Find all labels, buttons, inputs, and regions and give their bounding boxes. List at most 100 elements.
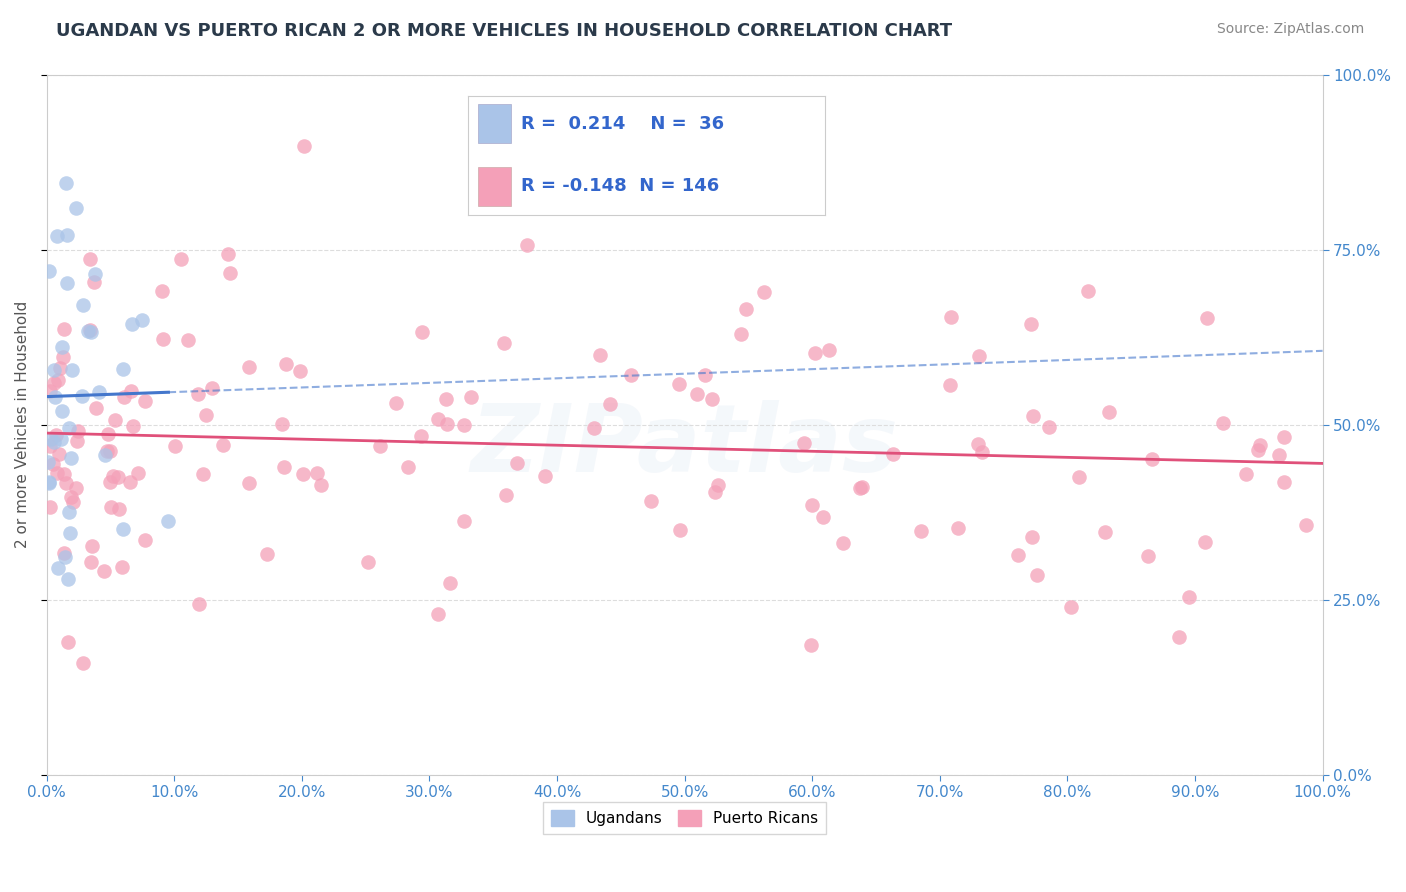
Point [256,547,278,561]
Point [1212,416,1234,430]
Point [1268,448,1291,462]
Point [707,477,730,491]
Point [60,490,83,504]
Point [274,357,297,371]
Point [39,439,62,453]
Point [288,364,311,378]
Point [188,598,211,612]
Point [120,384,142,398]
Point [112,390,135,404]
Point [270,417,292,432]
Point [134,394,156,409]
Point [112,362,135,376]
Point [851,480,873,494]
Point [39,500,62,514]
Point [1038,420,1060,434]
Point [72,656,94,670]
Point [49,361,72,376]
Point [107,469,129,483]
Point [1067,470,1090,484]
Point [217,247,239,261]
Point [80,325,103,339]
Point [434,392,457,407]
Point [970,445,993,459]
Point [108,502,131,516]
Point [39,432,62,446]
Point [177,333,200,347]
Point [1007,548,1029,562]
Point [396,460,419,475]
Point [427,607,450,622]
Point [1272,475,1295,490]
Point [1178,590,1201,604]
Point [1168,631,1191,645]
Point [79,323,101,337]
Point [97,426,120,441]
Point [1197,311,1219,326]
Point [439,576,461,591]
Point [1137,549,1160,563]
Point [96,444,118,458]
Point [112,522,135,536]
Legend: Ugandans, Puerto Ricans: Ugandans, Puerto Ricans [543,803,825,834]
Point [100,500,122,514]
Point [122,419,145,434]
Point [62,495,84,509]
Point [58,504,80,518]
Point [66,434,89,449]
Point [1019,317,1042,331]
Point [817,343,839,358]
Point [52,350,75,364]
Point [157,514,180,528]
Point [110,560,132,574]
Point [44,363,66,377]
Point [82,539,104,553]
Point [411,326,433,340]
Point [1060,600,1083,615]
Point [453,514,475,528]
Point [38,263,60,277]
Point [793,436,815,450]
Point [98,443,121,458]
Point [56,635,79,649]
Point [238,360,260,375]
Point [1234,467,1257,482]
Point [966,436,988,450]
Point [910,524,932,539]
Point [169,252,191,267]
Point [60,362,83,376]
Point [384,396,406,410]
Point [38,475,60,490]
Point [55,277,77,291]
Point [730,327,752,342]
Point [882,447,904,461]
Point [44,390,66,404]
Point [118,475,141,489]
Point [704,484,727,499]
Point [53,546,76,560]
Point [1021,530,1043,544]
Point [59,525,82,540]
Point [65,481,87,495]
Y-axis label: 2 or more Vehicles in Household: 2 or more Vehicles in Household [15,301,30,549]
Point [76,324,98,338]
Text: ZIPatlas: ZIPatlas [471,400,898,491]
Point [45,467,67,481]
Point [152,332,174,346]
Point [56,227,79,242]
Point [131,312,153,326]
Point [967,349,990,363]
Point [51,404,73,418]
Point [80,555,103,569]
Point [599,397,621,411]
Point [42,435,65,450]
Point [45,229,67,244]
Point [238,475,260,490]
Point [1098,405,1121,419]
Point [191,467,214,481]
Point [83,276,105,290]
Point [849,481,872,495]
Point [534,468,557,483]
Point [46,561,69,575]
Point [307,466,329,480]
